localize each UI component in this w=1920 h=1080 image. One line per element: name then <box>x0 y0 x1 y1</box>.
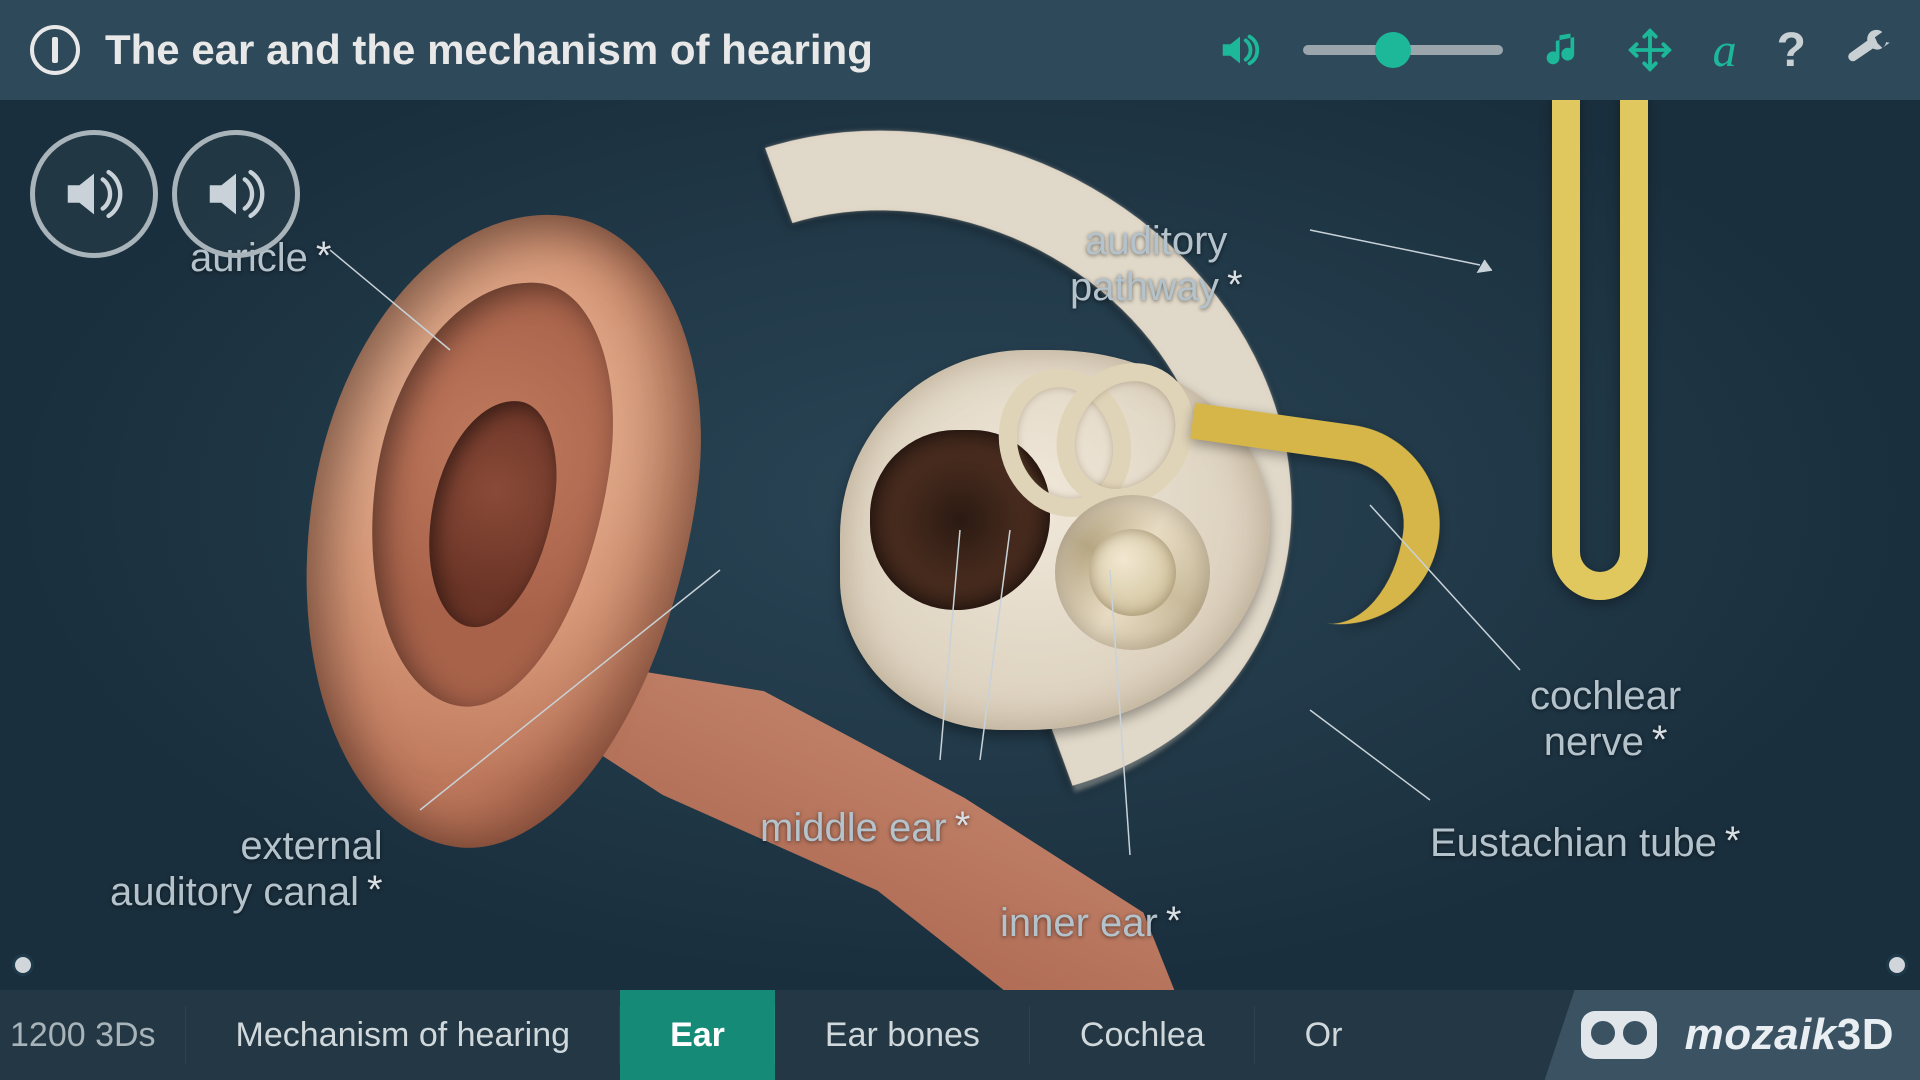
label-external-auditory-canal[interactable]: external auditory canal* <box>110 780 383 914</box>
viewport-3d[interactable]: auricle* auditory pathway* external audi… <box>0 100 1920 990</box>
annotation-toggle-icon[interactable]: a <box>1713 23 1737 78</box>
label-text: inner ear <box>1000 901 1158 945</box>
label-inner-ear[interactable]: inner ear* <box>1000 855 1181 945</box>
label-text: middle ear <box>760 806 947 850</box>
tab-label: 1200 3Ds <box>10 1016 156 1055</box>
next-view-dot[interactable] <box>1886 954 1908 976</box>
tab-ear[interactable]: Ear <box>620 990 775 1080</box>
asterisk-icon: * <box>955 804 971 848</box>
settings-wrench-icon[interactable] <box>1846 28 1890 72</box>
asterisk-icon: * <box>316 234 332 278</box>
labels-audio-button[interactable] <box>172 130 300 258</box>
asterisk-icon: * <box>1227 263 1243 307</box>
vr-goggles-icon[interactable] <box>1581 1011 1657 1059</box>
info-icon[interactable] <box>30 25 80 75</box>
label-middle-ear[interactable]: middle ear* <box>760 760 970 850</box>
top-toolbar: The ear and the mechanism of hearing a ? <box>0 0 1920 100</box>
help-icon[interactable]: ? <box>1777 23 1806 78</box>
label-text: Eustachian tube <box>1430 821 1717 865</box>
page-title: The ear and the mechanism of hearing <box>105 26 1217 74</box>
tab-label: Cochlea <box>1080 1016 1205 1055</box>
label-auditory-pathway[interactable]: auditory pathway* <box>1070 175 1243 309</box>
audio-controls <box>30 130 300 258</box>
asterisk-icon: * <box>1652 718 1668 762</box>
tab-organ-of-corti[interactable]: Or <box>1255 990 1393 1080</box>
tab-cochlea[interactable]: Cochlea <box>1030 990 1255 1080</box>
move-icon[interactable] <box>1627 27 1673 73</box>
tab-label: Ear <box>670 1016 725 1055</box>
tab-mechanism-of-hearing[interactable]: Mechanism of hearing <box>186 990 621 1080</box>
toolbar-right: a ? <box>1217 23 1890 78</box>
tab-1200-3ds[interactable]: 1200 3Ds <box>0 990 186 1080</box>
asterisk-icon: * <box>1725 819 1741 863</box>
tab-label: Ear bones <box>825 1016 980 1055</box>
asterisk-icon: * <box>1166 899 1182 943</box>
tab-ear-bones[interactable]: Ear bones <box>775 990 1030 1080</box>
asterisk-icon: * <box>367 868 383 912</box>
music-icon[interactable] <box>1543 28 1587 72</box>
narration-play-button[interactable] <box>30 130 158 258</box>
label-text: auditory pathway <box>1070 219 1227 309</box>
label-cochlear-nerve[interactable]: cochlear nerve* <box>1530 630 1681 764</box>
label-text: external auditory canal <box>110 824 383 914</box>
tab-label: Mechanism of hearing <box>236 1016 571 1055</box>
brand-logo[interactable]: mozaik3D <box>1685 1010 1894 1060</box>
brand-bar: mozaik3D <box>1545 990 1920 1080</box>
volume-slider-thumb[interactable] <box>1375 32 1411 68</box>
volume-icon[interactable] <box>1217 27 1263 73</box>
prev-view-dot[interactable] <box>12 954 34 976</box>
label-eustachian-tube[interactable]: Eustachian tube* <box>1430 775 1740 865</box>
volume-slider[interactable] <box>1303 45 1503 55</box>
tab-label: Or <box>1305 1016 1343 1055</box>
brand-logo-text: mozaik3D <box>1685 1010 1894 1059</box>
